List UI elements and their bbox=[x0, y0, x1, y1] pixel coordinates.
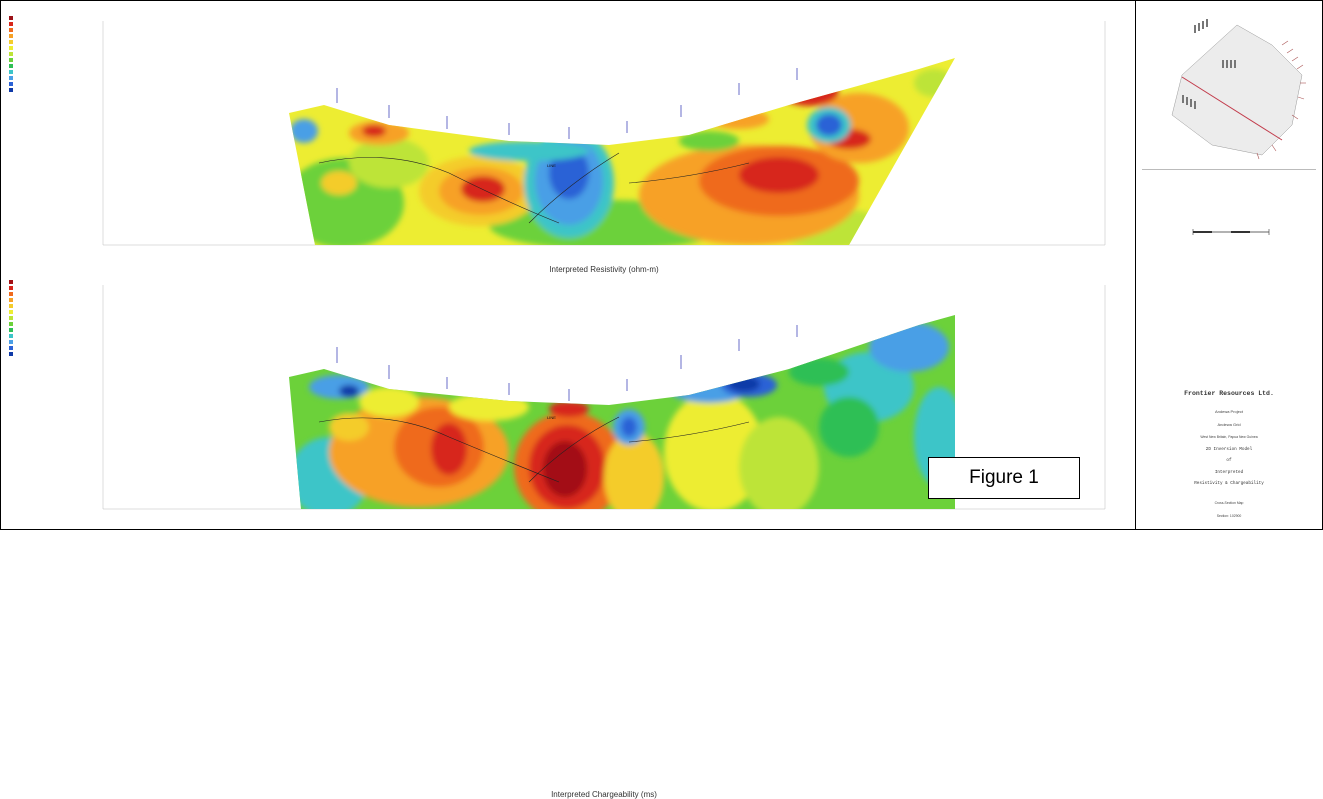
resistivity-legend-entry bbox=[9, 21, 89, 27]
model-title-line-1: 2D Inversion Model bbox=[1205, 447, 1253, 452]
resistivity-legend-entry bbox=[9, 87, 89, 93]
cross-section-label: Cross-Section Map bbox=[1214, 501, 1244, 505]
chargeability-legend-entry bbox=[9, 333, 89, 339]
chargeability-legend-entry bbox=[9, 279, 89, 285]
resistivity-legend-entry bbox=[9, 63, 89, 69]
chargeability-section-panel: LINE Interpreted Chargeability (ms) bbox=[89, 277, 1119, 799]
svg-text:LINE: LINE bbox=[547, 415, 556, 420]
resistivity-legend-swatch bbox=[9, 46, 13, 50]
resistivity-legend-swatch bbox=[9, 22, 13, 26]
resistivity-legend-swatch bbox=[9, 70, 13, 74]
resistivity-caption: Interpreted Resistivity (ohm-m) bbox=[549, 265, 659, 274]
chargeability-legend-swatch bbox=[9, 310, 13, 314]
location-map bbox=[1142, 5, 1316, 170]
resistivity-legend-swatch bbox=[9, 40, 13, 44]
instrumentation-block bbox=[1148, 305, 1149, 321]
resistivity-legend-swatch bbox=[9, 82, 13, 86]
chargeability-legend-entry bbox=[9, 327, 89, 333]
chargeability-legend-swatch bbox=[9, 280, 13, 284]
chargeability-caption: Interpreted Chargeability (ms) bbox=[551, 790, 657, 799]
resistivity-legend-entry bbox=[9, 27, 89, 33]
chargeability-legend-entry bbox=[9, 321, 89, 327]
model-title-line-2: of bbox=[1226, 458, 1232, 463]
chargeability-legend-swatch bbox=[9, 328, 13, 332]
chargeability-legend-swatch bbox=[9, 340, 13, 344]
title-block: Frontier Resources Ltd. Andewa Project A… bbox=[1136, 1, 1322, 529]
mapping-information-block bbox=[1148, 331, 1149, 347]
resistivity-legend-entry bbox=[9, 39, 89, 45]
chargeability-legend-entry bbox=[9, 297, 89, 303]
chargeability-legend-entry bbox=[9, 285, 89, 291]
chargeability-legend-swatch bbox=[9, 316, 13, 320]
resistivity-legend-swatch bbox=[9, 52, 13, 56]
location-text: West New Britain, Papua New Guinea bbox=[1200, 435, 1258, 439]
location-map-image bbox=[1171, 19, 1306, 160]
company-name: Frontier Resources Ltd. bbox=[1184, 390, 1274, 397]
chargeability-legend-entry bbox=[9, 351, 89, 357]
corner-logo bbox=[4, 517, 5, 521]
chargeability-section-plot: LINE bbox=[102, 285, 1106, 510]
chargeability-legend-swatch bbox=[9, 298, 13, 302]
resistivity-legend-entry bbox=[9, 81, 89, 87]
chargeability-legend-swatch bbox=[9, 304, 13, 308]
resistivity-legend-entry bbox=[9, 15, 89, 21]
resistivity-section-panel: LINE Interpreted Resistivity (ohm-m) bbox=[89, 13, 1119, 274]
chargeability-legend-entry bbox=[9, 315, 89, 321]
resistivity-legend bbox=[9, 15, 89, 93]
resistivity-legend-entry bbox=[9, 57, 89, 63]
chargeability-legend-swatch bbox=[9, 346, 13, 350]
resistivity-section-plot: LINE bbox=[102, 21, 1106, 246]
project-name: Andewa Project bbox=[1214, 409, 1243, 414]
chargeability-legend-entry bbox=[9, 345, 89, 351]
resistivity-legend-swatch bbox=[9, 16, 13, 20]
map-label bbox=[1136, 197, 1322, 201]
resistivity-legend-entry bbox=[9, 33, 89, 39]
resistivity-legend-swatch bbox=[9, 58, 13, 62]
figure-label-box: Figure 1 bbox=[928, 457, 1080, 499]
resistivity-legend-swatch bbox=[9, 64, 13, 68]
resistivity-legend-swatch bbox=[9, 76, 13, 80]
resistivity-legend-entry bbox=[9, 69, 89, 75]
chargeability-legend-swatch bbox=[9, 292, 13, 296]
svg-text:LINE: LINE bbox=[547, 163, 556, 168]
chargeability-legend-swatch bbox=[9, 286, 13, 290]
chargeability-legend bbox=[9, 279, 89, 357]
chargeability-legend-entry bbox=[9, 339, 89, 345]
chargeability-legend-entry bbox=[9, 291, 89, 297]
resistivity-legend-entry bbox=[9, 51, 89, 57]
sidebar-divider bbox=[1135, 1, 1136, 529]
figure-label: Figure 1 bbox=[969, 467, 1039, 488]
chargeability-legend-swatch bbox=[9, 322, 13, 326]
resistivity-legend-swatch bbox=[9, 34, 13, 38]
chargeability-legend-swatch bbox=[9, 352, 13, 356]
chargeability-legend-swatch bbox=[9, 334, 13, 338]
chargeability-legend-entry bbox=[9, 303, 89, 309]
section-id: Section: 102900 bbox=[1216, 514, 1242, 518]
project-information-block bbox=[1148, 277, 1149, 293]
grid-name: Andewa Grid bbox=[1217, 422, 1241, 427]
chargeability-legend-entry bbox=[9, 309, 89, 315]
model-title-line-4: Resistivity & Chargeability bbox=[1194, 481, 1264, 486]
resistivity-legend-entry bbox=[9, 75, 89, 81]
resistivity-legend-swatch bbox=[9, 88, 13, 92]
model-title-line-3: Interpreted bbox=[1214, 470, 1244, 475]
scale-bar bbox=[1192, 229, 1270, 235]
resistivity-legend-swatch bbox=[9, 28, 13, 32]
resistivity-legend-entry bbox=[9, 45, 89, 51]
